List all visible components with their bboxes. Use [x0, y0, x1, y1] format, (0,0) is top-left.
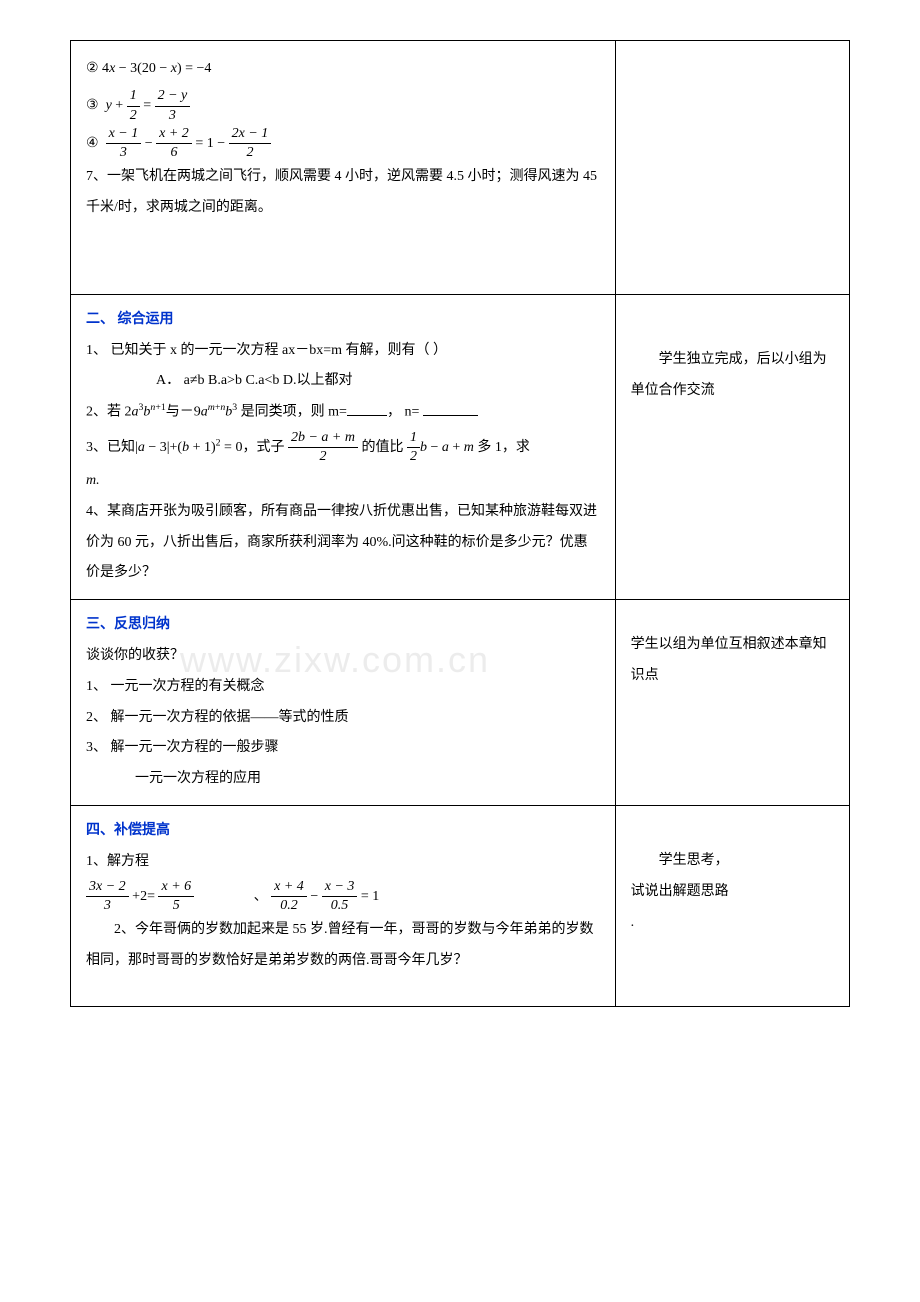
document-table: ② 4x − 3(20 − x) = −4 ③ y + 12 = 2 − y3 …: [70, 40, 850, 1007]
section-4-dot: .: [631, 908, 834, 939]
section-3-note: 学生以组为单位互相叙述本章知识点: [631, 630, 834, 692]
cell-left-1: ② 4x − 3(20 − x) = −4 ③ y + 12 = 2 − y3 …: [71, 41, 616, 294]
section-4-note2: 试说出解题思路: [631, 877, 834, 908]
cell-right-3: 学生以组为单位互相叙述本章知识点: [616, 600, 849, 805]
equation-3: ③ y + 12 = 2 − y3: [86, 87, 600, 124]
cell-left-4: 四、补偿提高 1、解方程 3x − 23 +2= x + 65 、 x + 40…: [71, 806, 616, 1007]
table-row: ② 4x − 3(20 − x) = −4 ③ y + 12 = 2 − y3 …: [71, 41, 849, 295]
section-2-heading: 二、 综合运用: [86, 305, 600, 336]
equation-2: ② 4x − 3(20 − x) = −4: [86, 51, 600, 87]
section-4-note1: 学生思考，: [631, 846, 834, 877]
cell-left-2: 二、 综合运用 1、 已知关于 x 的一元一次方程 ax－bx=m 有解，则有（…: [71, 295, 616, 599]
cell-right-1: [616, 41, 849, 294]
problem-7: 7、一架飞机在两城之间飞行，顺风需要 4 小时，逆风需要 4.5 小时；测得风速…: [86, 162, 600, 224]
cell-right-2: 学生独立完成，后以小组为单位合作交流: [616, 295, 849, 599]
section-3-question: 谈谈你的收获？: [86, 641, 600, 672]
question-3-m: m.: [86, 466, 600, 497]
table-row: 三、反思归纳 谈谈你的收获？ 1、 一元一次方程的有关概念 2、 解一元一次方程…: [71, 600, 849, 806]
section-3-item2: 2、 解一元一次方程的依据——等式的性质: [86, 703, 600, 734]
question-4: 4、某商店开张为吸引顾客，所有商品一律按八折优惠出售，已知某种旅游鞋每双进价为 …: [86, 497, 600, 589]
section-3-item3: 3、 解一元一次方程的一般步骤: [86, 733, 600, 764]
section-4-q1: 1、解方程: [86, 847, 600, 878]
section-4-heading: 四、补偿提高: [86, 816, 600, 847]
question-1-options: A． a≠b B.a>b C.a<b D.以上都对: [86, 366, 600, 397]
question-1: 1、 已知关于 x 的一元一次方程 ax－bx=m 有解，则有（ ）: [86, 336, 600, 367]
cell-right-4: 学生思考， 试说出解题思路 .: [616, 806, 849, 1007]
section-3-heading: 三、反思归纳: [86, 610, 600, 641]
section-4-q2: 2、今年哥俩的岁数加起来是 55 岁.曾经有一年，哥哥的岁数与今年弟弟的岁数相同…: [86, 915, 600, 977]
cell-left-3: 三、反思归纳 谈谈你的收获？ 1、 一元一次方程的有关概念 2、 解一元一次方程…: [71, 600, 616, 805]
section-3-item4: 一元一次方程的应用: [86, 764, 600, 795]
section-4-equations: 3x − 23 +2= x + 65 、 x + 40.2 − x − 30.5…: [86, 878, 600, 915]
question-2: 2、若 2a3bn+1与－9am+nb3 是同类项，则 m=， n=: [86, 397, 600, 428]
table-row: 四、补偿提高 1、解方程 3x − 23 +2= x + 65 、 x + 40…: [71, 806, 849, 1007]
section-2-note: 学生独立完成，后以小组为单位合作交流: [631, 345, 834, 407]
question-3: 3、已知|a − 3|+(b + 1)2 = 0，式子 2b − a + m2 …: [86, 429, 600, 466]
section-3-item1: 1、 一元一次方程的有关概念: [86, 672, 600, 703]
equation-4: ④ x − 13 − x + 26 = 1 − 2x − 12: [86, 125, 600, 162]
table-row: 二、 综合运用 1、 已知关于 x 的一元一次方程 ax－bx=m 有解，则有（…: [71, 295, 849, 600]
